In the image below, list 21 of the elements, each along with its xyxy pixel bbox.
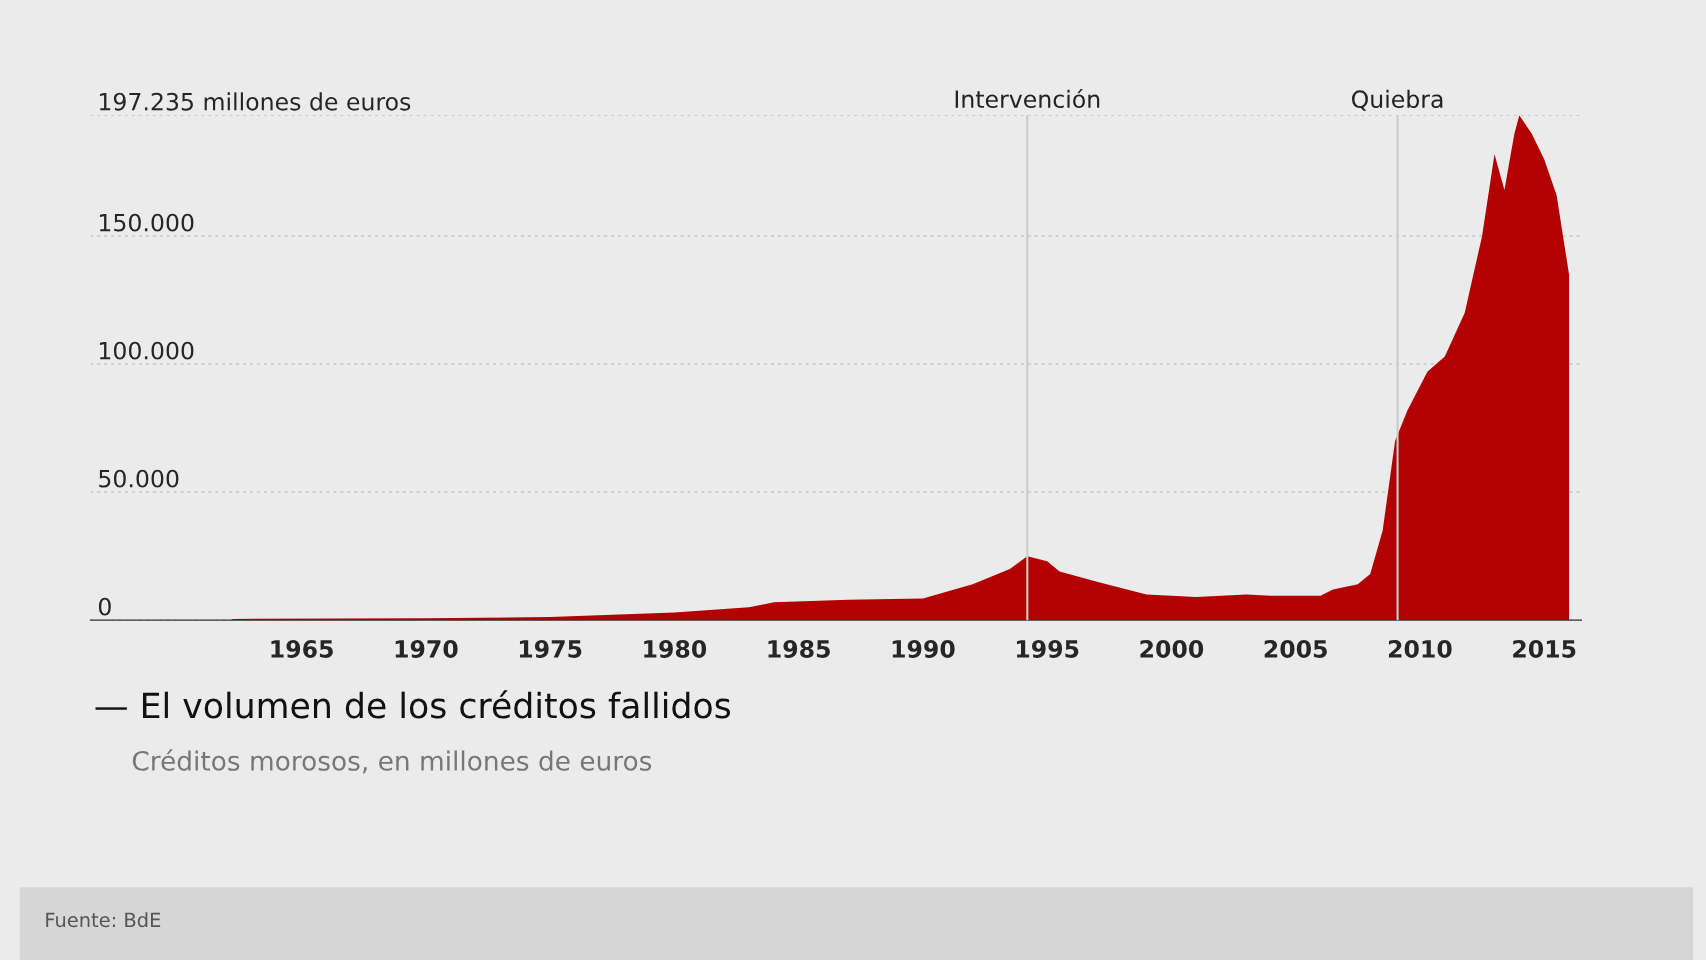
x-tick-label: 1995 [1016,640,1079,658]
y-tick-label: 197.235 millones de euros [99,92,411,111]
ref-line-label: Quiebra [1351,89,1443,111]
x-tick-label: 2000 [1140,640,1204,658]
y-tick-label: 0 [98,597,111,616]
y-tick-label: 100.000 [99,341,194,360]
text: Créditos morosos, en millones de euros [132,749,652,774]
y-tick-label: 50.000 [99,469,179,488]
x-tick-label: 1975 [519,640,582,658]
x-tick-label: 2010 [1388,640,1452,658]
x-tick-label: 2005 [1264,640,1327,658]
y-tick-label: 150.000 [99,213,194,232]
x-tick-label: 1985 [768,640,830,658]
x-tick-label: 1990 [892,640,955,658]
source-note: Fuente: BdE [46,912,161,928]
ref-line-label: Intervención [955,88,1100,109]
x-tick-label: 1980 [644,640,707,658]
x-tick-label: 2015 [1513,640,1576,658]
text: — El volumen de los créditos fallidos [95,690,731,719]
x-tick-label: 1970 [395,640,458,658]
x-tick-label: 1965 [271,640,333,658]
